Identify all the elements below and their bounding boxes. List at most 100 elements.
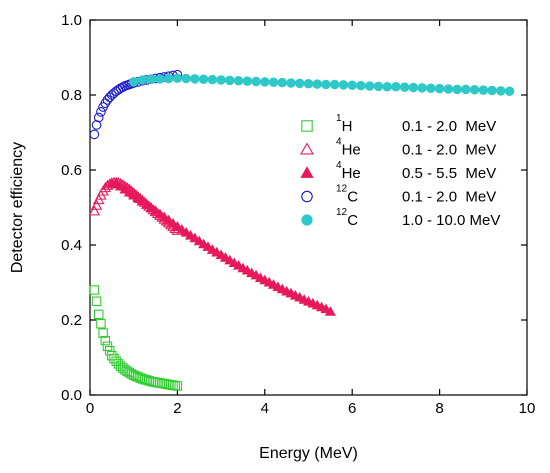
y-tick-label: 1.0 bbox=[61, 12, 82, 29]
data-point bbox=[172, 73, 183, 83]
data-point bbox=[434, 83, 445, 94]
legend-energy-range: 0.5 - 5.5 MeV bbox=[402, 165, 496, 182]
data-point bbox=[312, 79, 322, 89]
x-tick-label: 10 bbox=[519, 400, 536, 417]
data-point bbox=[225, 75, 235, 86]
legend-marker bbox=[300, 142, 314, 155]
series-layer bbox=[88, 69, 515, 391]
data-point bbox=[364, 81, 375, 91]
legend-marker bbox=[301, 120, 313, 132]
data-point bbox=[181, 73, 191, 84]
y-tick-label: 0.2 bbox=[61, 312, 82, 329]
data-point bbox=[417, 83, 427, 93]
data-point bbox=[504, 86, 515, 96]
data-point bbox=[207, 74, 218, 85]
legend-entry: 12 C 0.1 - 2.0 MeV bbox=[301, 184, 496, 206]
series-1 bbox=[88, 176, 184, 235]
data-point bbox=[277, 77, 287, 88]
legend-isotope-mass: 12 bbox=[336, 207, 348, 218]
data-point bbox=[93, 309, 104, 320]
data-point bbox=[286, 78, 296, 88]
y-tick-label: 0.0 bbox=[61, 387, 82, 404]
data-point bbox=[216, 75, 226, 85]
y-tick-label: 0.4 bbox=[61, 237, 82, 254]
data-point bbox=[496, 86, 506, 96]
x-axis-title: Energy (MeV) bbox=[259, 445, 358, 462]
data-point bbox=[91, 120, 102, 130]
data-point bbox=[251, 76, 261, 87]
x-tick-label: 6 bbox=[348, 400, 356, 417]
data-point bbox=[260, 77, 270, 87]
legend-marker bbox=[301, 190, 313, 203]
x-tick-label: 8 bbox=[435, 400, 443, 417]
legend-isotope-mass: 4 bbox=[336, 137, 342, 148]
plot-frame bbox=[89, 19, 528, 396]
legend-entry: 4 He 0.5 - 5.5 MeV bbox=[300, 160, 496, 182]
legend-isotope-mass: 4 bbox=[336, 160, 342, 171]
data-point bbox=[198, 74, 209, 84]
y-tick-label: 0.8 bbox=[61, 87, 82, 104]
data-point bbox=[321, 79, 331, 90]
data-point bbox=[461, 84, 471, 95]
data-point bbox=[233, 76, 244, 86]
data-point bbox=[89, 285, 100, 295]
data-point bbox=[93, 112, 104, 123]
data-point bbox=[347, 80, 357, 90]
data-point bbox=[100, 335, 111, 346]
x-tick-label: 4 bbox=[261, 400, 269, 417]
data-point bbox=[146, 74, 156, 84]
legend-isotope-symbol: C bbox=[347, 189, 358, 206]
data-point bbox=[324, 306, 336, 316]
legend-isotope-symbol: H bbox=[342, 118, 353, 135]
legend-energy-range: 0.1 - 2.0 MeV bbox=[402, 142, 496, 159]
data-point bbox=[137, 75, 148, 85]
data-point bbox=[303, 79, 314, 89]
data-point bbox=[382, 82, 392, 92]
series-0 bbox=[89, 285, 183, 391]
legend-isotope-mass: 1 bbox=[336, 113, 342, 124]
data-point bbox=[469, 85, 480, 95]
data-point bbox=[356, 80, 366, 91]
data-point bbox=[96, 318, 106, 329]
data-point bbox=[163, 73, 174, 84]
data-point bbox=[426, 83, 436, 93]
data-point bbox=[338, 80, 349, 90]
data-point bbox=[452, 84, 462, 95]
legend-entry: 12 C 1.0 - 10.0 MeV bbox=[301, 207, 500, 229]
data-point bbox=[172, 381, 183, 391]
data-point bbox=[330, 79, 340, 90]
data-point bbox=[373, 81, 384, 92]
data-point bbox=[295, 78, 305, 89]
legend-energy-range: 0.1 - 2.0 MeV bbox=[402, 189, 496, 206]
series-2 bbox=[106, 177, 336, 316]
data-point bbox=[443, 84, 454, 94]
data-point bbox=[91, 296, 102, 306]
data-point bbox=[98, 328, 108, 338]
data-point bbox=[128, 77, 139, 87]
data-point bbox=[96, 107, 106, 117]
data-point bbox=[242, 76, 253, 86]
legend-marker bbox=[300, 166, 314, 178]
legend-isotope-symbol: He bbox=[342, 165, 361, 182]
data-point bbox=[391, 82, 401, 92]
legend-entry: 1 H 0.1 - 2.0 MeV bbox=[301, 113, 496, 135]
data-point bbox=[117, 82, 128, 92]
series-4 bbox=[128, 73, 515, 96]
data-point bbox=[399, 82, 410, 92]
legend-marker bbox=[301, 214, 313, 226]
axes: 0 2 4 6 8 10 0.0 0.2 0.4 0.6 0.8 1.0 Energy (MeV) Det… bbox=[9, 12, 535, 462]
x-tick-label: 2 bbox=[173, 400, 181, 417]
x-tick-label: 0 bbox=[86, 400, 94, 417]
y-axis-title: Detector efficiency bbox=[9, 142, 26, 273]
data-point bbox=[90, 199, 103, 210]
legend-entry: 4 He 0.1 - 2.0 MeV bbox=[300, 137, 496, 159]
data-point bbox=[190, 74, 200, 84]
legend-isotope-symbol: He bbox=[342, 142, 361, 159]
data-point bbox=[89, 129, 100, 140]
data-point bbox=[408, 82, 419, 93]
data-point bbox=[268, 77, 279, 87]
legend-energy-range: 0.1 - 2.0 MeV bbox=[402, 118, 496, 135]
data-point bbox=[478, 85, 489, 95]
